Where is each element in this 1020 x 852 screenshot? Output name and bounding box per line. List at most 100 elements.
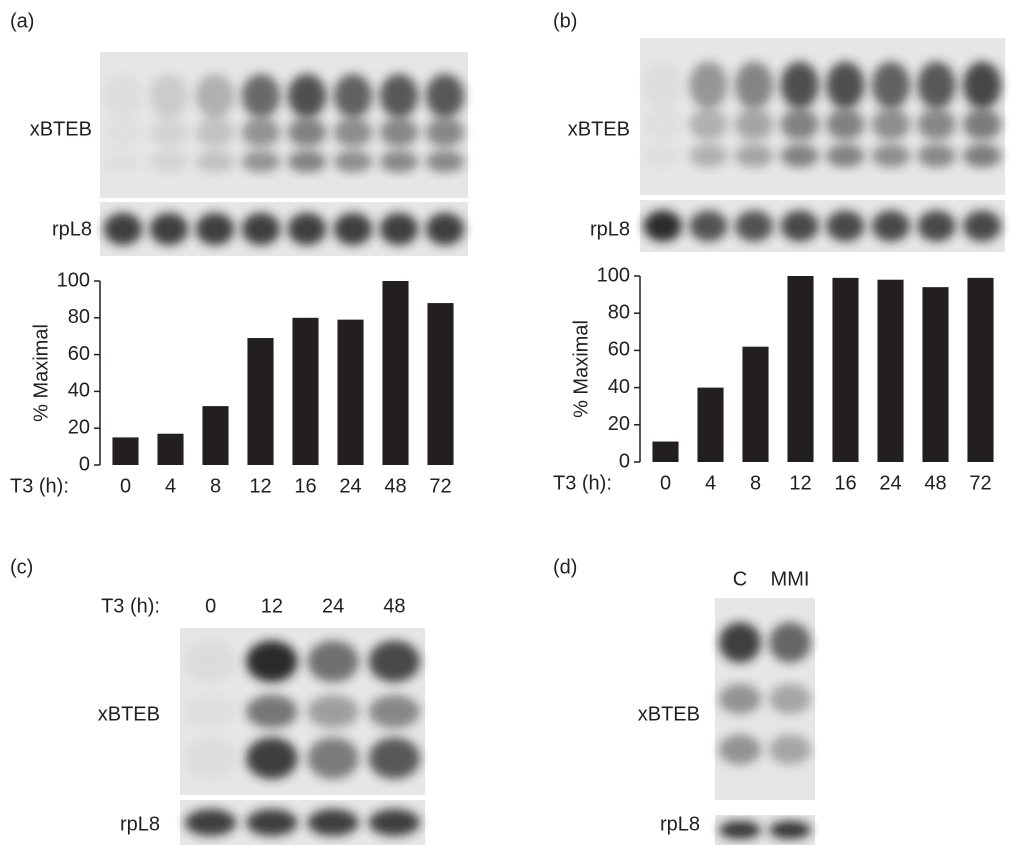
blot-band xyxy=(246,694,298,729)
blot-band xyxy=(643,61,682,109)
x-tick-label: 16 xyxy=(294,475,316,497)
bar xyxy=(832,277,859,462)
blot-band xyxy=(287,73,327,118)
blot-band xyxy=(689,143,728,168)
y-tick-label: 60 xyxy=(68,343,90,365)
blot-image xyxy=(640,200,1005,252)
y-axis-label: % Maximal xyxy=(30,324,52,422)
blot-band xyxy=(333,150,373,173)
row-label: rpL8 xyxy=(120,813,160,835)
lane-header: T3 (h): xyxy=(101,595,160,617)
lane-label: 24 xyxy=(322,595,344,617)
x-tick-label: 12 xyxy=(249,475,271,497)
blot-band xyxy=(734,143,774,168)
blot-band xyxy=(425,117,465,147)
blot-band xyxy=(826,143,865,168)
blot-band xyxy=(769,734,811,765)
blot-image xyxy=(180,800,425,845)
y-axis-label: % Maximal xyxy=(570,320,592,418)
blot-band xyxy=(195,117,235,147)
blot-band xyxy=(333,212,373,246)
blot-band xyxy=(241,150,281,173)
bar xyxy=(652,441,679,462)
blot-band xyxy=(769,622,811,663)
blot-band xyxy=(184,737,237,780)
x-tick-label: 72 xyxy=(969,472,991,494)
bar xyxy=(382,281,409,465)
blot-band xyxy=(379,212,419,246)
x-tick-label: 12 xyxy=(789,472,811,494)
row-label: rpL8 xyxy=(590,218,630,240)
row-label: rpL8 xyxy=(660,813,700,835)
blot-band xyxy=(963,61,1002,109)
y-tick-label: 40 xyxy=(68,380,90,402)
blot-band xyxy=(195,73,235,118)
row-label: rpL8 xyxy=(52,218,92,240)
blot-band xyxy=(287,117,327,147)
y-tick-label: 100 xyxy=(597,264,630,286)
x-tick-label: 48 xyxy=(384,475,406,497)
blot-band xyxy=(379,73,419,118)
bar xyxy=(922,287,949,462)
x-tick-label: 16 xyxy=(834,472,856,494)
y-tick-label: 0 xyxy=(619,450,630,472)
blot-band xyxy=(963,143,1002,168)
panel-label: (d) xyxy=(553,556,577,578)
blot-image xyxy=(100,52,468,198)
blot-band xyxy=(689,61,728,109)
blot-band xyxy=(963,210,1002,242)
blot-band xyxy=(184,809,237,836)
blot-band xyxy=(195,212,235,246)
blot-band xyxy=(307,809,359,836)
blot-band xyxy=(871,61,911,109)
blot-band xyxy=(368,640,421,683)
blot-band xyxy=(689,108,728,141)
panel-label: (a) xyxy=(10,10,34,32)
blot-band xyxy=(826,210,865,242)
lane-label: 0 xyxy=(205,595,216,617)
blot-band xyxy=(103,73,143,118)
bar xyxy=(292,317,319,465)
lane-label: 48 xyxy=(383,595,405,617)
lane-label: 12 xyxy=(261,595,283,617)
blot-band xyxy=(195,150,235,173)
blot-band xyxy=(644,109,682,140)
blot-band xyxy=(917,210,956,242)
blot-band xyxy=(826,108,865,141)
blot-image xyxy=(715,815,815,845)
bar xyxy=(967,277,994,462)
blot-band xyxy=(241,117,281,147)
blot-band xyxy=(246,737,298,780)
blot-band xyxy=(780,210,819,242)
blot-band xyxy=(368,737,421,780)
blot-band xyxy=(719,734,761,765)
blot-band xyxy=(780,143,819,168)
y-tick-label: 20 xyxy=(608,413,630,435)
x-tick-label: 4 xyxy=(165,475,176,497)
y-tick-label: 100 xyxy=(57,269,90,291)
blot-image xyxy=(640,38,1005,195)
row-label: xBTEB xyxy=(30,118,92,140)
panel-label: (b) xyxy=(553,10,577,32)
blot-band xyxy=(333,117,373,147)
blot-band xyxy=(307,694,359,729)
x-tick-label: 8 xyxy=(210,475,221,497)
blot-band xyxy=(769,683,811,715)
blot-band xyxy=(643,210,682,242)
blot-band xyxy=(149,150,189,173)
blot-band xyxy=(425,150,465,173)
blot-image xyxy=(180,628,425,795)
lane-label: MMI xyxy=(771,568,810,590)
blot-band xyxy=(719,683,761,715)
blot-band xyxy=(871,143,911,168)
blot-band xyxy=(917,61,956,109)
blot-band xyxy=(333,73,373,118)
bar xyxy=(427,303,454,465)
bar xyxy=(742,346,769,462)
blot-band xyxy=(734,210,774,242)
blot-band xyxy=(287,150,327,173)
blot-band xyxy=(287,212,327,246)
x-tick-label: 0 xyxy=(120,475,131,497)
blot-band xyxy=(307,737,359,780)
